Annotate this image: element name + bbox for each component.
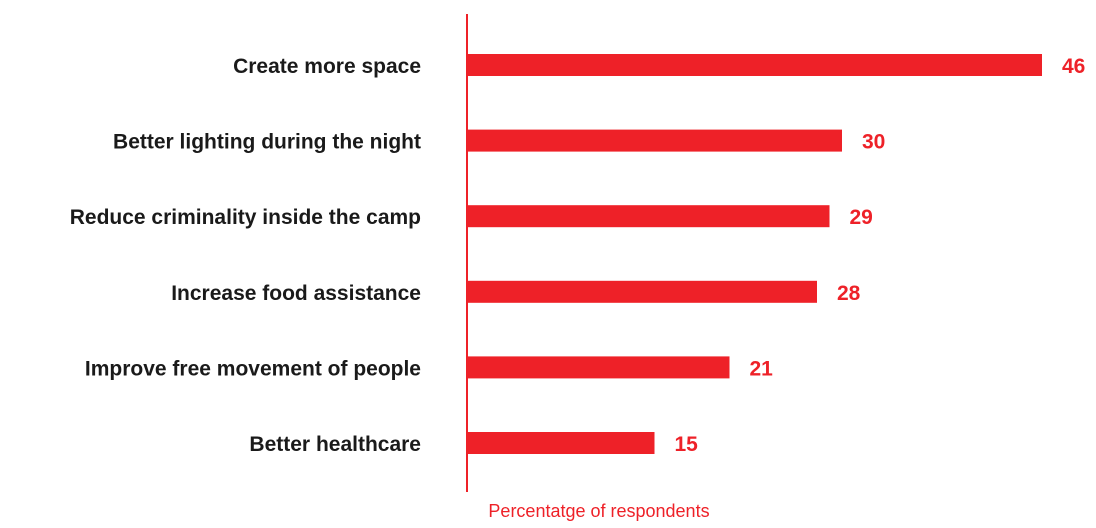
category-label: Reduce criminality inside the camp <box>70 206 421 229</box>
value-label: 15 <box>675 433 699 456</box>
value-label: 46 <box>1062 55 1085 78</box>
bar <box>467 356 730 379</box>
bar <box>467 205 830 228</box>
bar <box>467 54 1042 76</box>
x-axis-title: Percentatge of respondents <box>488 501 709 521</box>
category-label: Better healthcare <box>249 433 421 456</box>
category-label: Increase food assistance <box>171 282 421 305</box>
bars-group <box>467 54 1042 454</box>
category-label: Improve free movement of people <box>85 357 421 380</box>
value-labels-group: 46 30 29 28 21 15 <box>675 55 1086 456</box>
value-label: 21 <box>750 357 774 380</box>
value-label: 30 <box>862 131 885 154</box>
category-labels-group: Create more space Better lighting during … <box>70 55 421 456</box>
bar <box>467 129 842 152</box>
value-label: 29 <box>850 206 873 229</box>
bar <box>467 432 655 454</box>
value-label: 28 <box>837 282 861 305</box>
category-label: Create more space <box>233 55 421 78</box>
category-label: Better lighting during the night <box>113 131 421 154</box>
bar <box>467 280 817 303</box>
